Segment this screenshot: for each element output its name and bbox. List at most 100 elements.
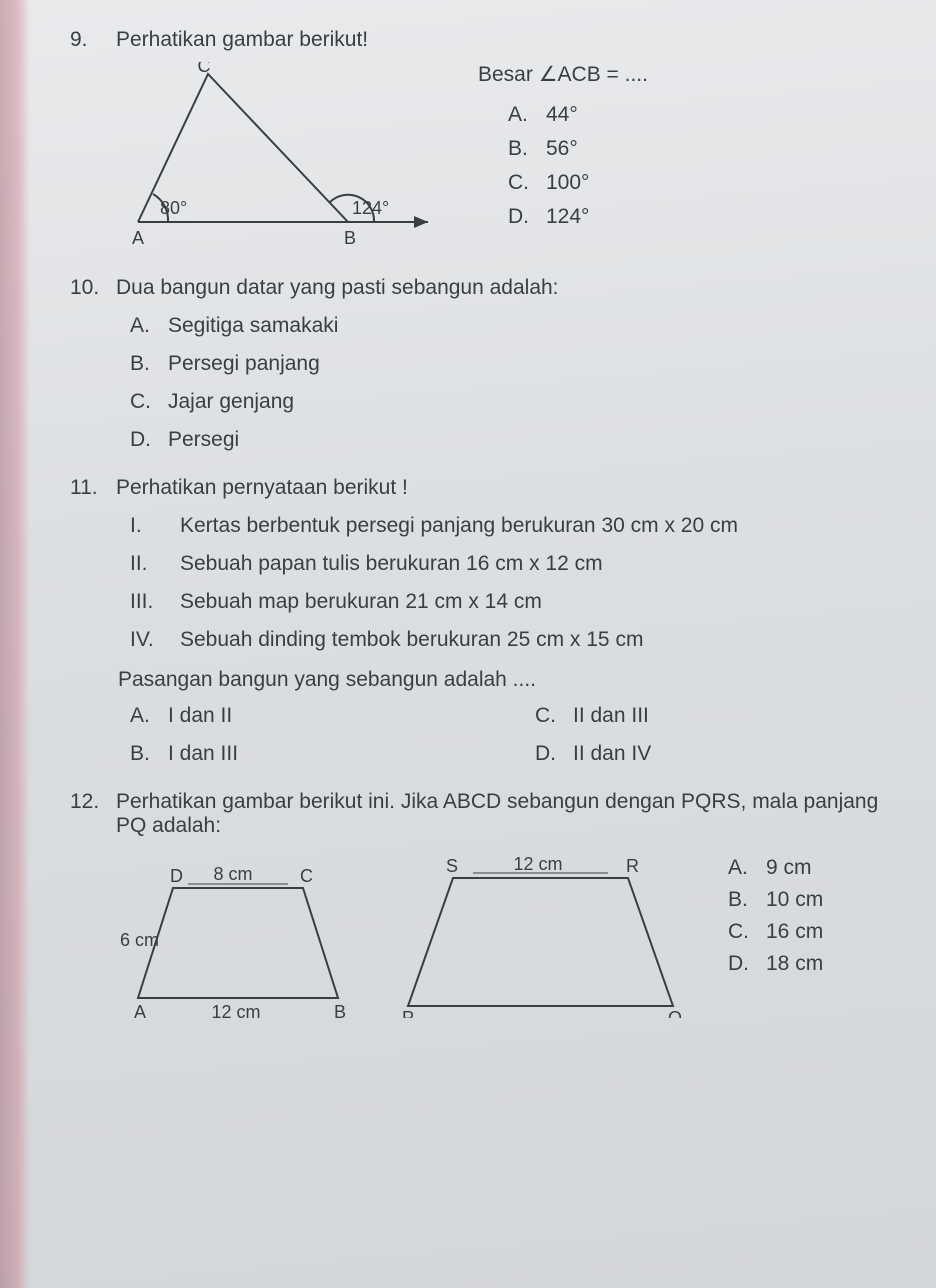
question-10-number: 10. [70,276,104,300]
option-letter: B. [130,352,154,376]
q9-option-b[interactable]: B. 56° [508,137,900,161]
option-text: Jajar genjang [168,390,294,414]
option-letter: D. [728,952,752,976]
option-letter: A. [130,314,154,338]
q10-options: A. Segitiga samakaki B. Persegi panjang … [130,314,900,452]
page-edge [0,0,30,1288]
vertex-d: D [170,866,183,886]
vertex-c: C [198,62,211,76]
stmt-num: III. [130,590,162,614]
option-letter: C. [130,390,154,414]
q10-option-d[interactable]: D. Persegi [130,428,900,452]
top-label: 8 cm [213,864,252,884]
option-text: 44° [546,103,578,127]
option-text: II dan III [573,704,649,728]
question-12: 12. Perhatikan gambar berikut ini. Jika … [70,790,900,1018]
option-text: Segitiga samakaki [168,314,338,338]
question-12-number: 12. [70,790,104,838]
bottom-label: 12 cm [211,1002,260,1018]
q12-option-a[interactable]: A. 9 cm [728,856,823,880]
option-letter: D. [130,428,154,452]
question-11-number: 11. [70,476,104,500]
option-text: 10 cm [766,888,823,912]
angle-ext-b: 124° [352,198,389,218]
question-12-head: 12. Perhatikan gambar berikut ini. Jika … [70,790,900,838]
vertex-r: R [626,856,639,876]
q12-option-b[interactable]: B. 10 cm [728,888,823,912]
option-text: Persegi panjang [168,352,320,376]
option-text: 100° [546,171,589,195]
q11-options: A. I dan II C. II dan III B. I dan III D… [130,704,900,766]
q11-stmt-3: III. Sebuah map berukuran 21 cm x 14 cm [130,590,900,614]
stmt-text: Kertas berbentuk persegi panjang berukur… [180,514,738,538]
stmt-num: I. [130,514,162,538]
option-text: 9 cm [766,856,812,880]
triangle-diagram: C A B 80° 124° [118,62,438,252]
option-letter: C. [728,920,752,944]
q10-option-a[interactable]: A. Segitiga samakaki [130,314,900,338]
question-9-number: 9. [70,28,104,52]
q9-option-a[interactable]: A. 44° [508,103,900,127]
question-10-title: Dua bangun datar yang pasti sebangun ada… [116,276,559,300]
q11-option-b[interactable]: B. I dan III [130,742,495,766]
question-10-head: 10. Dua bangun datar yang pasti sebangun… [70,276,900,300]
q10-option-c[interactable]: C. Jajar genjang [130,390,900,414]
question-9: 9. Perhatikan gambar berikut! C A B 80° … [70,28,900,252]
option-letter: A. [508,103,532,127]
q11-stmt-4: IV. Sebuah dinding tembok berukuran 25 c… [130,628,900,652]
question-9-title: Perhatikan gambar berikut! [116,28,368,52]
option-letter: D. [508,205,532,229]
vertex-b: B [334,1002,346,1018]
question-11-title: Perhatikan pernyataan berikut ! [116,476,408,500]
option-text: I dan II [168,704,232,728]
option-text: Persegi [168,428,239,452]
q11-option-d[interactable]: D. II dan IV [535,742,900,766]
option-letter: A. [728,856,752,880]
option-letter: B. [728,888,752,912]
q11-sub-prompt: Pasangan bangun yang sebangun adalah ...… [118,668,900,692]
option-text: 18 cm [766,952,823,976]
option-letter: D. [535,742,559,766]
option-letter: B. [130,742,154,766]
question-12-title: Perhatikan gambar berikut ini. Jika ABCD… [116,790,900,838]
vertex-q: Q [668,1008,682,1018]
question-9-right: Besar ∠ACB = .... A. 44° B. 56° C. 100° … [478,62,900,252]
question-9-prompt: Besar ∠ACB = .... [478,62,900,87]
question-10: 10. Dua bangun datar yang pasti sebangun… [70,276,900,452]
q9-option-c[interactable]: C. 100° [508,171,900,195]
question-11: 11. Perhatikan pernyataan berikut ! I. K… [70,476,900,766]
stmt-num: IV. [130,628,162,652]
vertex-p: P [402,1008,414,1018]
q12-option-d[interactable]: D. 18 cm [728,952,823,976]
vertex-b: B [344,228,356,248]
question-9-head: 9. Perhatikan gambar berikut! [70,28,900,52]
option-text: 124° [546,205,589,229]
option-text: I dan III [168,742,238,766]
option-text: II dan IV [573,742,651,766]
vertex-s: S [446,856,458,876]
vertex-a: A [132,228,144,248]
trapezoid-abcd: D C A B 8 cm 6 cm 12 cm [118,848,368,1018]
top-label: 12 cm [513,854,562,874]
stmt-num: II. [130,552,162,576]
option-letter: C. [535,704,559,728]
vertex-a: A [134,1002,146,1018]
option-letter: A. [130,704,154,728]
page: 9. Perhatikan gambar berikut! C A B 80° … [0,0,936,1288]
q11-option-c[interactable]: C. II dan III [535,704,900,728]
stmt-text: Sebuah dinding tembok berukuran 25 cm x … [180,628,643,652]
q12-options: A. 9 cm B. 10 cm C. 16 cm D. 18 cm [718,848,823,984]
vertex-c: C [300,866,313,886]
angle-a: 80° [160,198,187,218]
stmt-text: Sebuah papan tulis berukuran 16 cm x 12 … [180,552,603,576]
q10-option-b[interactable]: B. Persegi panjang [130,352,900,376]
q11-stmt-1: I. Kertas berbentuk persegi panjang beru… [130,514,900,538]
q9-option-d[interactable]: D. 124° [508,205,900,229]
stmt-text: Sebuah map berukuran 21 cm x 14 cm [180,590,542,614]
question-11-head: 11. Perhatikan pernyataan berikut ! [70,476,900,500]
option-letter: C. [508,171,532,195]
q11-option-a[interactable]: A. I dan II [130,704,495,728]
option-text: 56° [546,137,578,161]
q12-option-c[interactable]: C. 16 cm [728,920,823,944]
q11-statements: I. Kertas berbentuk persegi panjang beru… [130,514,900,652]
